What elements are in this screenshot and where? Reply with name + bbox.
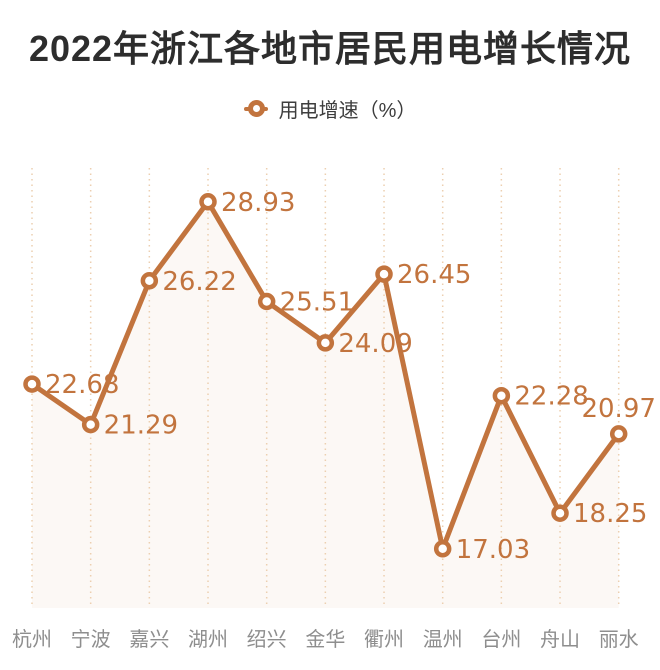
data-point-label: 26.22 — [162, 267, 236, 297]
x-axis-label: 绍兴 — [247, 627, 287, 651]
data-point-label: 22.68 — [45, 370, 119, 400]
data-point-marker — [492, 386, 511, 405]
data-point-marker — [551, 504, 569, 522]
x-axis-label: 衢州 — [364, 627, 404, 651]
x-axis-label: 嘉兴 — [129, 627, 169, 651]
x-axis-label: 宁波 — [71, 627, 111, 651]
x-axis-label: 台州 — [481, 627, 521, 651]
x-axis-label: 杭州 — [12, 627, 52, 651]
data-point-label: 20.97 — [581, 394, 655, 424]
data-point-label: 26.45 — [397, 260, 471, 290]
x-axis-label: 金华 — [305, 627, 345, 651]
line-chart: 22.68 21.29 26.22 28.93 25.51 24.09 26.45 17.03… — [12, 168, 656, 651]
data-point-marker — [609, 425, 628, 443]
legend-marker-icon — [243, 100, 268, 117]
data-point-marker — [23, 375, 41, 393]
data-point-label: 21.29 — [104, 411, 178, 441]
data-point-label: 25.51 — [280, 288, 354, 318]
x-axis-label: 湖州 — [188, 627, 228, 651]
data-point-label: 18.25 — [573, 499, 647, 529]
data-point-marker — [140, 272, 159, 290]
data-point-label: 22.28 — [514, 382, 588, 412]
x-axis-label: 舟山 — [540, 627, 580, 651]
data-point-marker — [257, 292, 276, 311]
legend-ring — [247, 100, 265, 117]
x-axis-label: 丽水 — [599, 627, 639, 651]
data-point-marker — [375, 265, 393, 283]
chart-legend[interactable]: 用电增速（%） — [0, 94, 660, 123]
data-point-label: 24.09 — [338, 329, 412, 359]
chart-title: 2022年浙江各地市居民用电增长情况 — [28, 28, 632, 69]
data-point-marker — [81, 415, 100, 434]
data-point-marker — [316, 334, 335, 352]
data-point-marker — [199, 193, 217, 211]
x-axis-label: 温州 — [423, 627, 463, 651]
data-point-label: 17.03 — [456, 535, 530, 565]
legend-label: 用电增速（%） — [278, 100, 417, 122]
data-point-label: 28.93 — [221, 188, 295, 218]
data-point-marker — [433, 540, 452, 558]
